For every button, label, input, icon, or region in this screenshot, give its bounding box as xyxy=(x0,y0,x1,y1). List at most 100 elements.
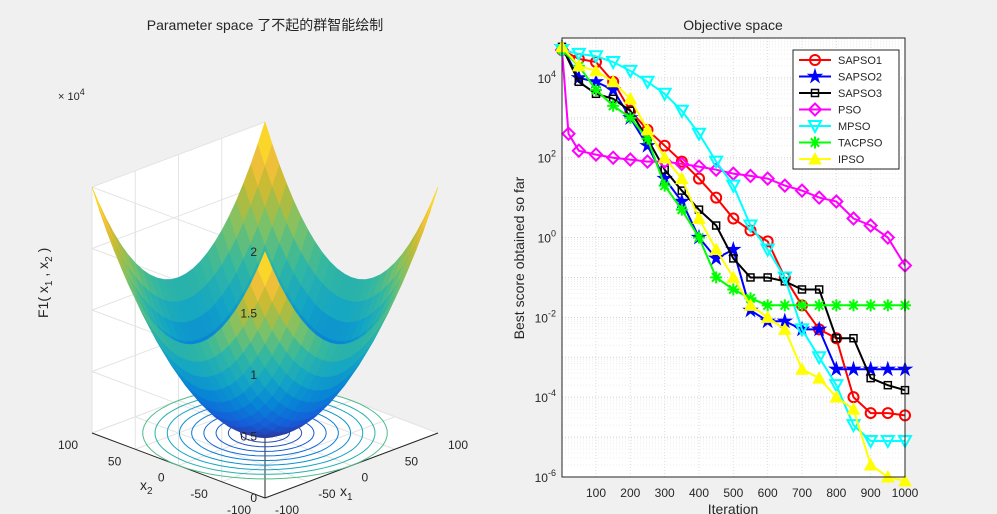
x-tick-label: 900 xyxy=(861,486,881,500)
data-point-IPSO xyxy=(846,402,861,415)
data-point-SAPSO3 xyxy=(866,373,875,383)
data-point-TACPSO-stroke xyxy=(659,180,670,191)
data-point-IPSO xyxy=(657,150,672,164)
legend-label-MPSO: MPSO xyxy=(838,121,871,133)
data-point-MPSO xyxy=(811,351,827,366)
data-point-MPSO xyxy=(880,434,896,450)
legend-marker-SAPSO1 xyxy=(809,54,821,66)
legend-label-SAPSO3: SAPSO3 xyxy=(838,88,882,100)
x-axis-label: Iteration xyxy=(708,501,759,514)
data-point-TACPSO-stroke xyxy=(676,204,687,215)
data-point-TACPSO-stroke xyxy=(694,232,704,243)
data-point-TACPSO-stroke xyxy=(779,300,790,311)
z-tick-label: 0 xyxy=(250,491,257,505)
tick-labels-3d: 0 0.5 1 1.5 2 -100 -50 0 50 100 -100 -50 0 50 100 xyxy=(58,245,468,514)
x-tick-label: 500 xyxy=(723,486,743,500)
data-point-TACPSO xyxy=(864,299,877,312)
x2-tick-label: 0 xyxy=(158,471,165,485)
surface-patch xyxy=(257,251,273,287)
data-point-MPSO xyxy=(759,243,776,258)
data-point-MPSO xyxy=(828,379,845,394)
data-point-MPSO xyxy=(708,155,724,170)
data-point-PSO xyxy=(605,150,621,166)
data-point-PSO xyxy=(863,218,879,233)
x-tick-label: 1000 xyxy=(892,486,919,500)
data-point-TACPSO xyxy=(847,299,860,312)
data-point-SAPSO2 xyxy=(810,320,828,337)
data-point-SAPSO3 xyxy=(574,77,584,87)
data-point-IPSO xyxy=(589,63,603,77)
data-point-TACPSO xyxy=(624,111,637,124)
data-point-IPSO xyxy=(709,242,724,256)
z-axis-label: F1( x1 , x2 ) xyxy=(35,248,55,318)
x1-tick-label: 50 xyxy=(405,454,419,468)
data-point-IPSO xyxy=(898,473,912,487)
y-tick-label: 10-6 xyxy=(535,468,556,485)
z-tick-label: 2 xyxy=(250,245,257,259)
legend-marker-TACPSO-stroke xyxy=(810,137,820,148)
series-line-MPSO xyxy=(561,49,905,442)
legend: SAPSO1 SAPSO2 SAPSO3 PSO MPSO TACPSO IPSO xyxy=(792,49,900,170)
data-point-TACPSO-stroke xyxy=(814,300,825,311)
data-point-TACPSO-stroke xyxy=(728,284,739,295)
data-point-PSO xyxy=(561,126,576,142)
data-point-TACPSO xyxy=(658,179,671,192)
data-point-PSO xyxy=(571,143,587,159)
data-point-IPSO xyxy=(812,371,827,384)
data-point-MPSO xyxy=(605,56,621,71)
data-point-SAPSO3 xyxy=(883,380,893,390)
data-point-TACPSO xyxy=(710,271,723,284)
data-point-TACPSO xyxy=(589,83,602,96)
data-point-SAPSO2 xyxy=(639,136,656,153)
data-point-TACPSO xyxy=(830,299,843,312)
surface-plot: Parameter space 了不起的群智能绘制 0 0.5 1 1.5 2 -100 -… xyxy=(35,17,468,514)
x1-tick-label: 0 xyxy=(362,471,369,485)
data-point-TACPSO-stroke xyxy=(865,300,876,311)
data-point-SAPSO2 xyxy=(879,360,897,377)
data-point-SAPSO3 xyxy=(849,333,858,343)
data-point-PSO xyxy=(674,156,690,172)
data-point-SAPSO1 xyxy=(710,191,723,204)
data-point-PSO xyxy=(794,183,810,199)
tick-labels: 100 200 300 400 500 600 700 800 900 1000 104 102 100… xyxy=(535,69,919,500)
legend-marker-SAPSO3 xyxy=(810,88,820,98)
z-tick-label: 1.5 xyxy=(240,307,257,321)
data-point-TACPSO xyxy=(675,203,688,216)
data-point-SAPSO3 xyxy=(797,285,807,294)
data-point-MPSO xyxy=(691,127,707,142)
legend-marker-MPSO xyxy=(807,120,823,135)
data-point-IPSO xyxy=(606,74,621,88)
y-tick-label: 102 xyxy=(538,149,556,166)
series-lines xyxy=(553,38,914,487)
convergence-plot: Objective space 100 200 300 400 500 600 700 800… xyxy=(511,17,919,514)
legend-label-PSO: PSO xyxy=(838,105,862,117)
data-point-TACPSO xyxy=(607,99,620,112)
x2-tick-label: 50 xyxy=(108,454,122,468)
data-point-TACPSO xyxy=(778,299,791,312)
data-point-TACPSO xyxy=(813,299,826,312)
data-point-SAPSO3 xyxy=(677,186,687,195)
data-point-IPSO xyxy=(829,390,844,403)
data-point-MPSO xyxy=(725,179,742,194)
data-point-MPSO xyxy=(845,419,862,434)
z-tick-label: 1 xyxy=(250,368,257,382)
data-point-PSO xyxy=(743,168,758,184)
data-point-TACPSO xyxy=(692,231,705,244)
data-point-SAPSO3 xyxy=(729,254,738,263)
x2-tick-label: -100 xyxy=(227,503,251,514)
data-point-SAPSO3 xyxy=(711,221,721,230)
wall-grid-line xyxy=(91,121,266,188)
series-line-SAPSO3 xyxy=(561,46,906,392)
data-point-TACPSO-stroke xyxy=(591,84,601,95)
y-tick-label: 100 xyxy=(538,229,556,246)
data-point-PSO xyxy=(725,166,741,182)
data-point-MPSO xyxy=(777,271,793,286)
series-MPSO xyxy=(554,44,913,450)
x1-tick-label: -100 xyxy=(275,503,299,514)
surface-mesh xyxy=(91,121,439,438)
data-point-MPSO xyxy=(656,87,673,102)
data-point-TACPSO xyxy=(881,299,894,312)
data-point-SAPSO3 xyxy=(814,285,824,294)
data-point-IPSO xyxy=(726,270,741,283)
